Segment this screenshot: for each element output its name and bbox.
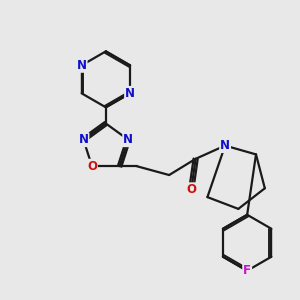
Text: F: F <box>243 264 251 277</box>
Text: N: N <box>79 133 88 146</box>
Text: N: N <box>123 133 133 146</box>
Text: N: N <box>220 139 230 152</box>
Text: N: N <box>125 87 135 100</box>
Text: O: O <box>87 160 97 173</box>
Text: O: O <box>186 183 196 196</box>
Text: N: N <box>76 59 87 72</box>
